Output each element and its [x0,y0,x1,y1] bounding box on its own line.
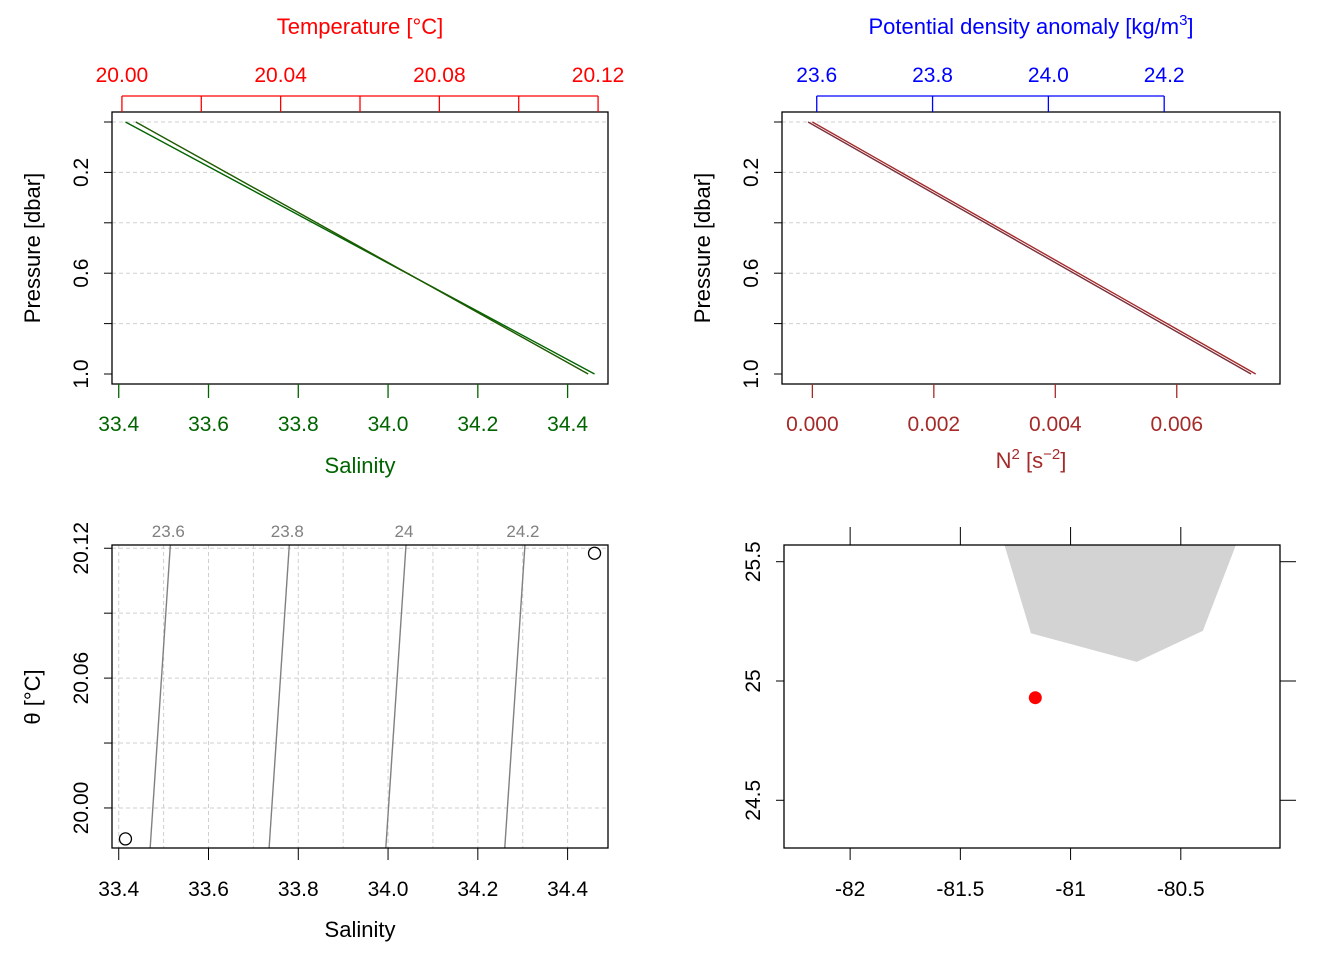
x-tick-label: -82 [835,878,865,901]
x-tick-label: 34.2 [457,413,498,436]
salinity-profile-line [125,121,595,375]
top-tick-label: 24.2 [1144,64,1185,87]
x-tick-label: 34.0 [368,878,409,901]
station-marker [1028,691,1042,705]
y-tick-label: 1.0 [70,359,93,388]
plot-frame [111,544,609,849]
plot-frame [783,544,1281,849]
x-tick-label: -81.5 [936,878,984,901]
density-profile-line [807,121,1252,375]
x-tick-label: 0.000 [786,413,839,436]
isopycnal-label: 24 [395,522,414,541]
coastline-land [1004,545,1236,662]
isopycnal-label: 23.8 [271,522,304,541]
isopycnal-label: 24.2 [506,522,539,541]
x-tick-label: 33.6 [188,878,229,901]
top-tick-label: 20.00 [96,64,149,87]
y-tick-label: 0.2 [70,158,93,187]
x-tick-label: 33.8 [278,413,319,436]
y-tick-label: 0.6 [70,259,93,288]
x-tick-label: 33.4 [98,413,139,436]
isopycnal-line [385,544,407,849]
y-tick-label: 20.06 [70,652,93,705]
x-tick-label: 34.4 [547,878,588,901]
y-tick-label: 25.5 [742,541,765,582]
panel-density-profile: 0.2 0.6 1.0 Pressure [dbar] 0.000 0.002 0.004 0… [690,12,1281,473]
data-point [118,832,133,846]
top-tick-label: 20.08 [413,64,466,87]
panel-ts-diagram: 23.6 23.8 24 24.2 33.4 33.6 33.8 34.0 34.2 34.4 20… [20,522,609,942]
y-tick-label: 25 [742,669,765,692]
y-tick-label: 24.5 [742,780,765,821]
isopycnal-line [268,544,291,849]
plot-frame [781,111,1281,385]
x-tick-label: 34.4 [547,413,588,436]
x-tick-label: -81 [1055,878,1085,901]
top-tick-label: 24.0 [1028,64,1069,87]
top-tick-label: 23.6 [796,64,837,87]
panel-station-map: -82 -81.5 -81 -80.5 24.5 25 25.5 [742,527,1296,901]
x-axis-label: N2 [s−2] [996,446,1067,473]
top-axis-label: Potential density anomaly [kg/m3] [868,12,1193,39]
x-tick-label: 33.4 [98,878,139,901]
top-tick-label: 20.12 [572,64,625,87]
x-tick-label: 0.006 [1150,413,1203,436]
y-tick-label: 20.12 [70,522,93,575]
y-tick-label: 1.0 [740,359,763,388]
top-tick-label: 20.04 [254,64,307,87]
y-tick-label: 0.2 [740,158,763,187]
data-point [587,546,602,560]
x-axis-label: Salinity [325,917,396,942]
x-tick-label: -80.5 [1157,878,1205,901]
x-tick-label: 0.002 [908,413,961,436]
x-tick-label: 33.6 [188,413,229,436]
x-tick-label: 33.8 [278,878,319,901]
panel-ts-profile: 0.2 0.6 1.0 Pressure [dbar] 33.4 33.6 33.8 34.0… [20,14,624,478]
y-axis-label: Pressure [dbar] [20,173,45,323]
isopycnal-line [149,544,172,849]
x-tick-label: 34.0 [368,413,409,436]
top-tick-label: 23.8 [912,64,953,87]
y-tick-label: 0.6 [740,259,763,288]
x-axis-label: Salinity [325,453,396,478]
temperature-profile-line [135,121,589,375]
y-axis-label: θ [°C] [20,669,45,724]
isopycnal-line [504,544,526,849]
x-tick-label: 0.004 [1029,413,1082,436]
n2-profile-line [812,121,1257,375]
x-tick-label: 34.2 [457,878,498,901]
y-tick-label: 20.00 [70,782,93,835]
y-axis-label: Pressure [dbar] [690,173,715,323]
top-axis-label: Temperature [°C] [277,14,444,39]
isopycnal-label: 23.6 [152,522,185,541]
